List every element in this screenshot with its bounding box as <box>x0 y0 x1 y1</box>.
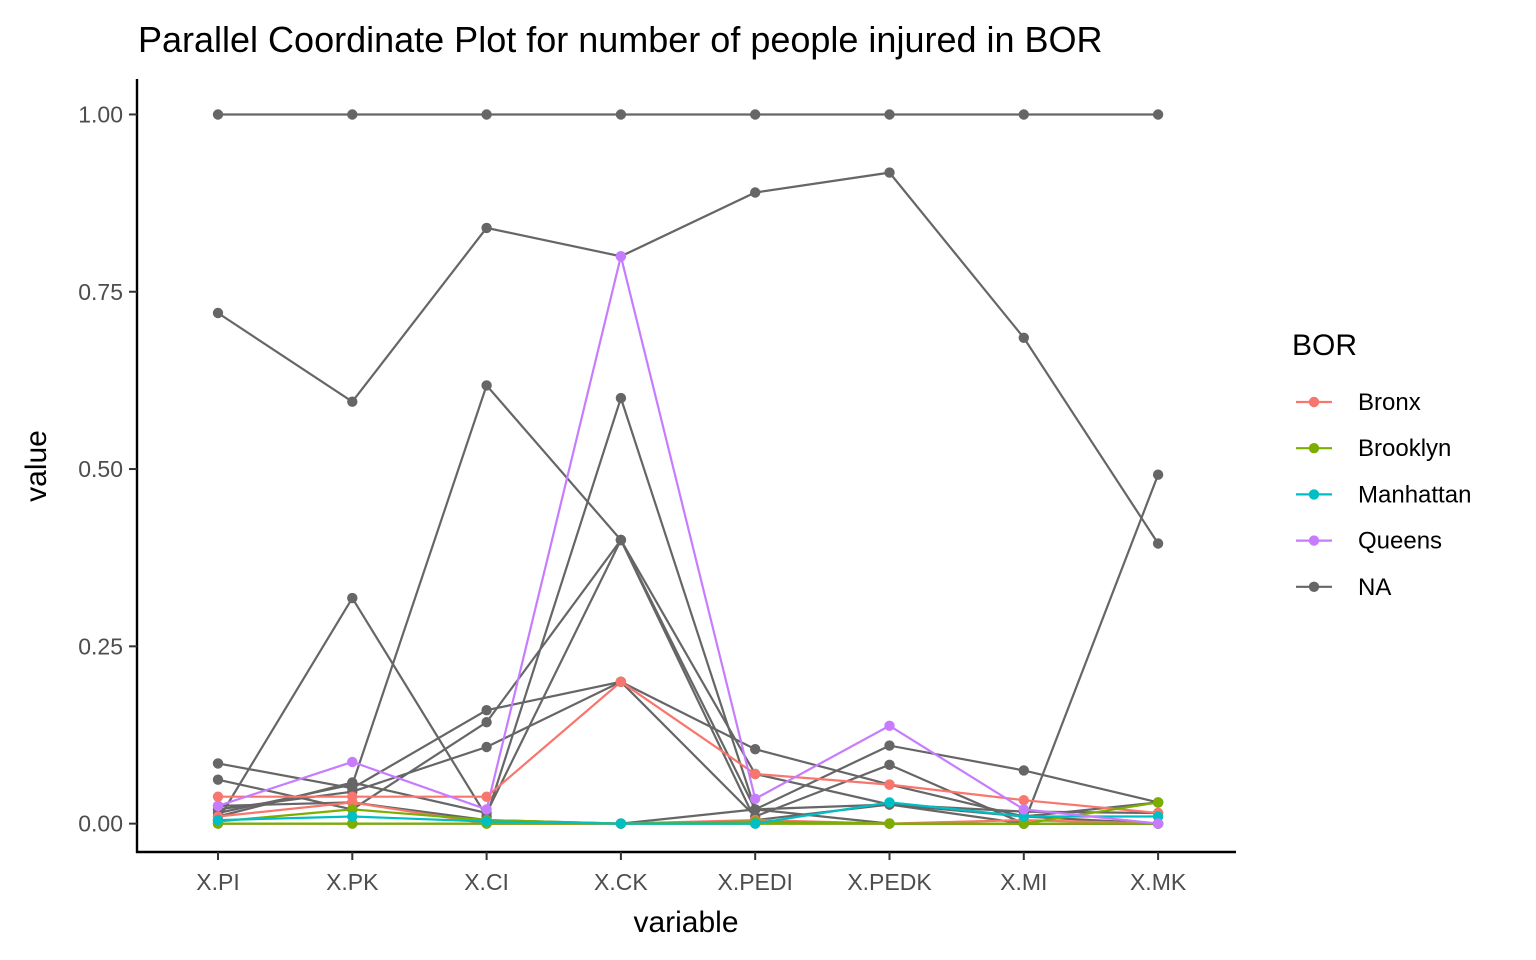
data-point-na <box>481 741 492 753</box>
data-point-na <box>615 392 627 404</box>
legend-label: Brooklyn <box>1358 435 1451 462</box>
data-point-na <box>1018 332 1029 343</box>
data-point-na <box>347 109 358 120</box>
x-tick-label: X.PEDK <box>847 869 932 895</box>
data-point-na <box>212 109 224 120</box>
data-point-manhattan <box>750 818 761 829</box>
data-point-bronx <box>1018 795 1029 806</box>
y-tick-label: 0.50 <box>78 456 123 482</box>
data-point-na <box>481 705 492 716</box>
legend-key-point <box>1308 489 1320 500</box>
legend-entry: Bronx <box>1296 389 1421 416</box>
data-point-queens <box>1018 804 1029 815</box>
legend-label: Bronx <box>1358 389 1421 416</box>
data-point-na <box>750 109 761 120</box>
legend-key-point <box>1308 396 1320 408</box>
data-point-na <box>1152 469 1164 480</box>
x-tick-label: X.PI <box>196 869 239 895</box>
legend-key-point <box>1308 581 1320 592</box>
legend-key-point <box>1308 443 1320 454</box>
legend: BOR Bronx Brooklyn Manhattan Queens NA <box>1292 329 1471 601</box>
x-axis-title: variable <box>633 906 738 939</box>
series-line-bronx <box>218 680 1159 815</box>
data-point-na <box>615 109 627 120</box>
x-tick-label: X.MK <box>1130 869 1187 895</box>
data-point-manhattan <box>481 816 492 827</box>
data-point-na <box>481 222 492 234</box>
data-point-na <box>1018 109 1029 120</box>
data-point-queens <box>481 804 492 815</box>
series-line-queens <box>217 256 1159 825</box>
data-point-na <box>884 759 895 770</box>
y-tick-label: 0.75 <box>78 279 123 305</box>
data-point-na <box>347 777 358 788</box>
legend-label: Manhattan <box>1358 481 1471 508</box>
data-point-queens <box>1152 818 1164 829</box>
x-tick-label: X.PK <box>326 869 379 895</box>
series-line-na <box>217 680 1159 825</box>
legend-label: Queens <box>1358 528 1442 555</box>
data-point-manhattan <box>212 814 224 826</box>
x-tick-label: X.CI <box>464 869 509 895</box>
legend-key-point <box>1308 535 1320 546</box>
x-tick-label: X.PEDI <box>717 869 792 895</box>
data-point-na <box>212 307 224 319</box>
data-point-na <box>615 534 627 546</box>
legend-title: BOR <box>1292 329 1357 362</box>
y-tick-label: 0.00 <box>78 811 123 837</box>
data-point-na <box>884 740 895 751</box>
data-point-bronx <box>615 676 627 687</box>
data-point-brooklyn <box>1152 797 1164 808</box>
y-tick-label: 0.25 <box>78 633 123 659</box>
x-tick-label: X.CK <box>594 869 648 895</box>
data-point-queens <box>615 251 627 262</box>
legend-label: NA <box>1358 574 1391 601</box>
series-line-na <box>217 394 1159 821</box>
data-point-na <box>1152 538 1164 549</box>
y-tick-label: 1.00 <box>78 101 123 127</box>
series-line-na <box>217 537 1159 822</box>
data-point-na <box>1152 109 1164 120</box>
data-point-na <box>884 109 895 120</box>
data-point-bronx <box>884 779 895 790</box>
chart-title: Parallel Coordinate Plot for number of p… <box>138 19 1103 60</box>
data-point-na <box>212 774 224 785</box>
data-point-brooklyn <box>884 818 895 829</box>
data-point-bronx <box>481 791 492 802</box>
data-point-na <box>212 758 224 769</box>
x-tick-label: X.MI <box>1000 869 1047 895</box>
data-point-queens <box>347 756 358 768</box>
legend-entry: Manhattan <box>1296 481 1471 508</box>
legend-entry: Queens <box>1296 528 1442 555</box>
series-line-manhattan <box>217 801 1159 825</box>
data-point-manhattan <box>615 818 627 829</box>
data-point-queens <box>750 793 761 804</box>
data-point-na <box>750 744 761 755</box>
plot-area <box>212 109 1164 829</box>
data-point-na <box>481 109 492 120</box>
axes: 0.00 0.25 0.50 0.75 1.00 X.PI X.PK X.CI X.CK X.PE… <box>78 79 1236 895</box>
data-point-na <box>481 380 492 391</box>
data-point-queens <box>212 800 224 812</box>
data-point-na <box>884 167 895 178</box>
data-point-manhattan <box>884 797 895 808</box>
legend-entry: NA <box>1296 574 1391 601</box>
data-point-bronx <box>212 791 224 802</box>
data-point-na <box>1018 765 1029 776</box>
data-point-na <box>750 187 761 198</box>
legend-entry: Brooklyn <box>1296 435 1451 462</box>
data-point-na <box>347 396 358 407</box>
series-line-na <box>217 171 1160 545</box>
data-point-na <box>750 804 761 815</box>
data-point-queens <box>884 720 895 731</box>
data-point-bronx <box>750 768 761 780</box>
data-point-manhattan <box>347 811 358 822</box>
data-point-na <box>347 592 358 604</box>
data-point-na <box>481 717 492 728</box>
y-axis-title: value <box>20 430 53 502</box>
